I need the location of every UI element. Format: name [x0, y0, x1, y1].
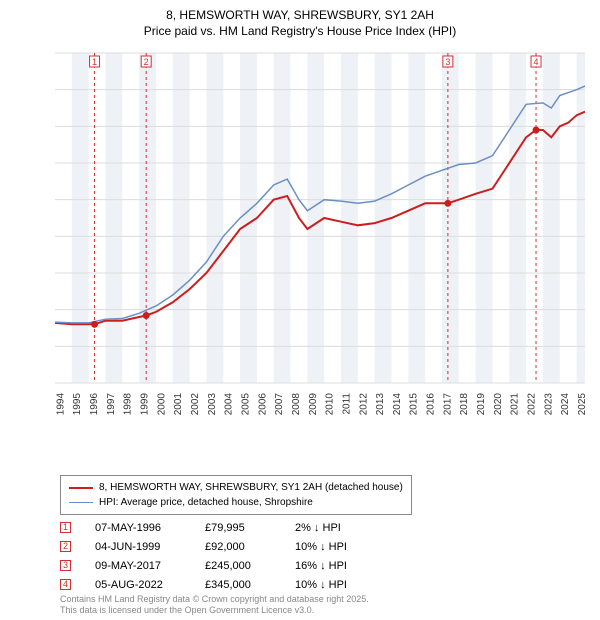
sale-diff: 10% ↓ HPI [295, 541, 395, 553]
sale-price: £245,000 [205, 560, 295, 572]
svg-text:1996: 1996 [89, 393, 100, 416]
svg-text:2023: 2023 [543, 393, 554, 416]
legend-label-price: 8, HEMSWORTH WAY, SHREWSBURY, SY1 2AH (d… [99, 480, 403, 495]
svg-text:2014: 2014 [392, 393, 403, 416]
chart-svg: £0£50K£100K£150K£200K£250K£300K£350K£400… [55, 48, 585, 428]
legend-swatch-hpi [69, 502, 93, 503]
svg-text:2015: 2015 [409, 393, 420, 416]
svg-text:2000: 2000 [156, 393, 167, 416]
sale-marker: 1 [60, 522, 71, 533]
svg-text:2020: 2020 [493, 393, 504, 416]
svg-text:2001: 2001 [173, 393, 184, 416]
sale-date: 07-MAY-1996 [95, 522, 205, 534]
svg-text:2013: 2013 [375, 393, 386, 416]
sale-marker: 3 [60, 560, 71, 571]
sale-date: 05-AUG-2022 [95, 579, 205, 591]
footer: Contains HM Land Registry data © Crown c… [60, 594, 369, 616]
svg-text:2002: 2002 [190, 393, 201, 416]
sale-diff: 16% ↓ HPI [295, 560, 395, 572]
sale-diff: 2% ↓ HPI [295, 522, 395, 534]
svg-text:2005: 2005 [240, 393, 251, 416]
svg-text:3: 3 [445, 57, 450, 67]
sale-row: 3 09-MAY-2017£245,00016% ↓ HPI [60, 556, 395, 575]
svg-text:2011: 2011 [341, 393, 352, 415]
sale-price: £92,000 [205, 541, 295, 553]
svg-text:2009: 2009 [308, 393, 319, 416]
svg-text:1999: 1999 [140, 393, 151, 416]
svg-text:2024: 2024 [560, 393, 571, 416]
sale-row: 1 07-MAY-1996£79,9952% ↓ HPI [60, 518, 395, 537]
svg-text:2022: 2022 [527, 393, 538, 416]
legend-swatch-price [69, 487, 93, 489]
svg-text:2018: 2018 [459, 393, 470, 416]
sale-price: £345,000 [205, 579, 295, 591]
sale-date: 09-MAY-2017 [95, 560, 205, 572]
sale-row: 2 04-JUN-1999£92,00010% ↓ HPI [60, 537, 395, 556]
svg-text:2: 2 [144, 57, 149, 67]
svg-text:2016: 2016 [426, 393, 437, 416]
svg-text:2019: 2019 [476, 393, 487, 416]
title-block: 8, HEMSWORTH WAY, SHREWSBURY, SY1 2AH Pr… [0, 0, 600, 39]
title-line1: 8, HEMSWORTH WAY, SHREWSBURY, SY1 2AH [0, 8, 600, 24]
legend-row-price: 8, HEMSWORTH WAY, SHREWSBURY, SY1 2AH (d… [69, 480, 403, 495]
legend-label-hpi: HPI: Average price, detached house, Shro… [99, 495, 313, 510]
svg-text:2025: 2025 [577, 393, 585, 416]
svg-text:2008: 2008 [291, 393, 302, 416]
svg-text:4: 4 [534, 57, 539, 67]
legend: 8, HEMSWORTH WAY, SHREWSBURY, SY1 2AH (d… [60, 475, 412, 515]
svg-text:1995: 1995 [72, 393, 83, 416]
svg-text:2003: 2003 [207, 393, 218, 416]
sale-diff: 10% ↓ HPI [295, 579, 395, 591]
sale-row: 4 05-AUG-2022£345,00010% ↓ HPI [60, 575, 395, 594]
svg-text:2021: 2021 [510, 393, 521, 416]
sales-table: 107-MAY-1996£79,9952% ↓ HPI204-JUN-1999£… [60, 518, 395, 594]
sale-marker: 2 [60, 541, 71, 552]
legend-row-hpi: HPI: Average price, detached house, Shro… [69, 495, 403, 510]
footer-line2: This data is licensed under the Open Gov… [60, 605, 369, 616]
svg-text:2010: 2010 [325, 393, 336, 416]
svg-text:2006: 2006 [257, 393, 268, 416]
svg-text:1: 1 [92, 57, 97, 67]
sale-marker: 4 [60, 579, 71, 590]
svg-text:2007: 2007 [274, 393, 285, 416]
title-line2: Price paid vs. HM Land Registry's House … [0, 24, 600, 40]
footer-line1: Contains HM Land Registry data © Crown c… [60, 594, 369, 605]
svg-text:2004: 2004 [224, 393, 235, 416]
svg-text:1994: 1994 [55, 393, 66, 416]
svg-text:1998: 1998 [123, 393, 134, 416]
svg-text:1997: 1997 [106, 393, 117, 416]
svg-text:2017: 2017 [442, 393, 453, 416]
chart-container: 8, HEMSWORTH WAY, SHREWSBURY, SY1 2AH Pr… [0, 0, 600, 620]
sale-date: 04-JUN-1999 [95, 541, 205, 553]
svg-text:2012: 2012 [358, 393, 369, 416]
sale-price: £79,995 [205, 522, 295, 534]
